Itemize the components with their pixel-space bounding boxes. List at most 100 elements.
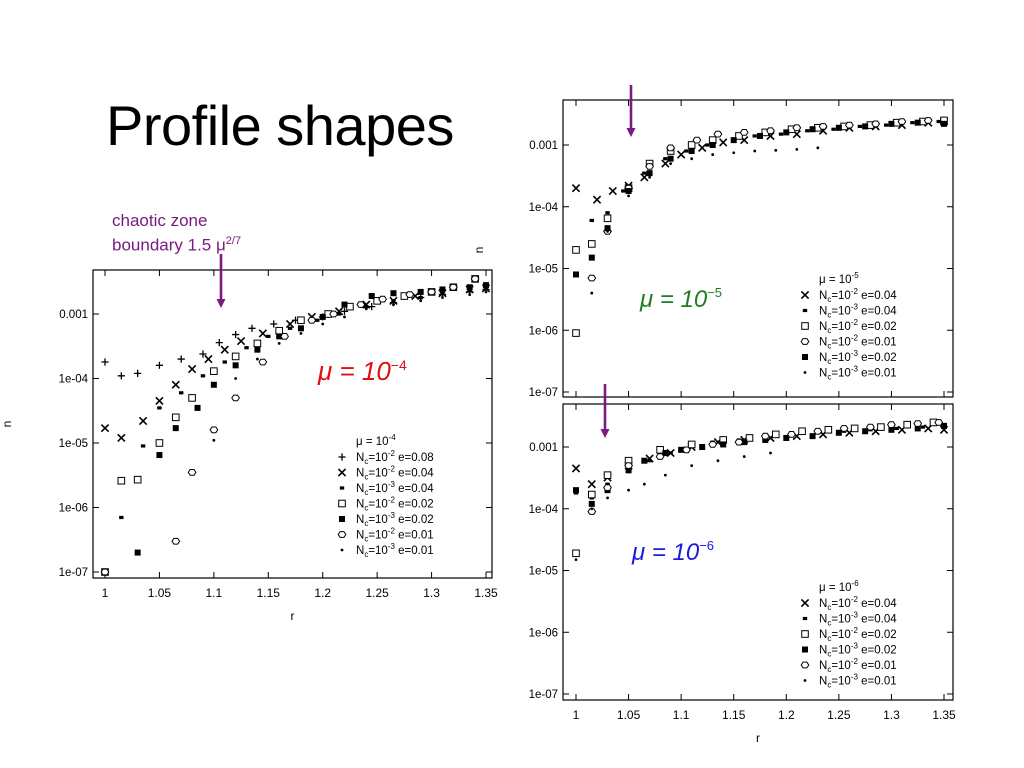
data-point: [792, 124, 802, 132]
y-axis-label: n: [0, 421, 14, 428]
data-point: [215, 339, 223, 347]
legend-title: μ = 10-6: [819, 579, 859, 594]
data-point: [684, 149, 689, 153]
legend-tail: e=0.04: [395, 483, 434, 495]
data-point: [642, 171, 647, 175]
data-point: [603, 471, 612, 479]
legend-entry: Nc=10-3 e=0.04: [819, 611, 897, 628]
data-point: [687, 141, 696, 149]
legend-sub: c: [364, 550, 368, 559]
data-point: [778, 132, 784, 136]
legend-tail: e=0.02: [858, 645, 897, 657]
legend-sub: c: [364, 504, 368, 513]
mu-label-exp: −5: [707, 285, 722, 300]
chart-panel-left: 0.001 1e-04 1e-05 1e-06 1e-07 1 1.05 1.1 1.15 1.2…: [0, 247, 498, 623]
legend-entry: Nc=10-3 e=0.04: [819, 303, 897, 320]
data-point: [390, 290, 397, 297]
legend-marker: [802, 646, 808, 653]
legend-exp: -2: [851, 318, 859, 327]
legend-sub: c: [827, 681, 831, 690]
y-tick-label: 1e-05: [59, 438, 88, 450]
legend-mid: =10: [368, 499, 388, 511]
series-2: [572, 418, 938, 558]
legend-tail: e=0.04: [858, 614, 897, 626]
data-point: [877, 423, 885, 431]
data-point: [798, 427, 806, 436]
data-point: [888, 426, 895, 433]
data-point: [266, 334, 271, 338]
data-point: [171, 380, 180, 389]
data-point: [910, 121, 915, 125]
legend-exp: -3: [388, 480, 396, 489]
data-point: [655, 453, 665, 460]
data-point: [745, 434, 754, 442]
data-point: [839, 425, 849, 432]
data-point: [809, 433, 816, 440]
data-point: [757, 132, 763, 139]
data-point: [769, 451, 772, 455]
data-point: [805, 129, 810, 133]
y-tick-label: 0.001: [59, 309, 88, 321]
legend-marker: [338, 499, 346, 508]
legend-marker: [800, 290, 810, 300]
data-point: [711, 153, 715, 156]
data-point: [340, 307, 349, 315]
legend-mid: =10: [831, 368, 851, 380]
data-point: [720, 441, 727, 448]
data-point: [572, 329, 580, 337]
data-point: [783, 129, 790, 136]
data-point: [845, 121, 854, 129]
legend-entry: Nc=10-3 e=0.02: [356, 511, 434, 528]
legend-sub: c: [827, 634, 831, 643]
legend-tail: e=0.02: [858, 321, 897, 333]
data-point: [666, 144, 676, 152]
mu-label: μ = 10−4: [317, 356, 407, 386]
data-point: [894, 426, 899, 431]
data-point: [605, 482, 610, 486]
legend-exp: -3: [851, 365, 859, 374]
data-point: [254, 346, 261, 353]
x-axis-label: r: [291, 609, 295, 623]
legend-mid: =10: [368, 483, 388, 495]
data-point: [222, 360, 227, 364]
legend-entry: Nc=10-2 e=0.04: [356, 465, 434, 482]
series-5: [574, 451, 772, 562]
legend-exp: -2: [388, 527, 396, 536]
legend-entry: Nc=10-2 e=0.04: [819, 287, 897, 304]
legend-mid: =10: [831, 306, 851, 318]
data-point: [100, 568, 110, 576]
data-point: [730, 137, 737, 144]
legend-exp: -2: [851, 626, 859, 635]
data-point: [588, 500, 595, 507]
data-point: [199, 350, 207, 358]
legend-entry: Nc=10-2 e=0.08: [356, 449, 434, 466]
data-point: [648, 175, 651, 179]
mu-label-text: μ = 10: [639, 286, 708, 313]
legend-marker: [802, 354, 808, 360]
legend-tail: e=0.08: [395, 452, 434, 464]
data-point: [681, 446, 691, 454]
data-point: [439, 286, 446, 293]
data-point: [886, 421, 896, 428]
x-tick-label: 1.25: [827, 708, 851, 722]
data-point: [816, 146, 820, 150]
data-point: [646, 170, 653, 177]
legend-entry: Nc=10-2 e=0.01: [819, 334, 897, 351]
legend-exp: -2: [388, 496, 396, 505]
data-point: [280, 333, 290, 340]
data-point: [923, 117, 933, 124]
mu-label: μ = 10−6: [631, 538, 714, 566]
data-point: [231, 352, 240, 361]
data-point: [277, 342, 281, 345]
data-point: [100, 423, 110, 433]
data-point: [850, 424, 859, 433]
legend-mid: =10: [831, 598, 851, 610]
data-point: [117, 433, 126, 443]
legend-exp: -2: [851, 595, 859, 604]
legend-sub: c: [827, 603, 831, 612]
legend-sub: c: [827, 665, 831, 674]
legend-marker: [339, 486, 345, 490]
legend-marker: [800, 338, 810, 345]
